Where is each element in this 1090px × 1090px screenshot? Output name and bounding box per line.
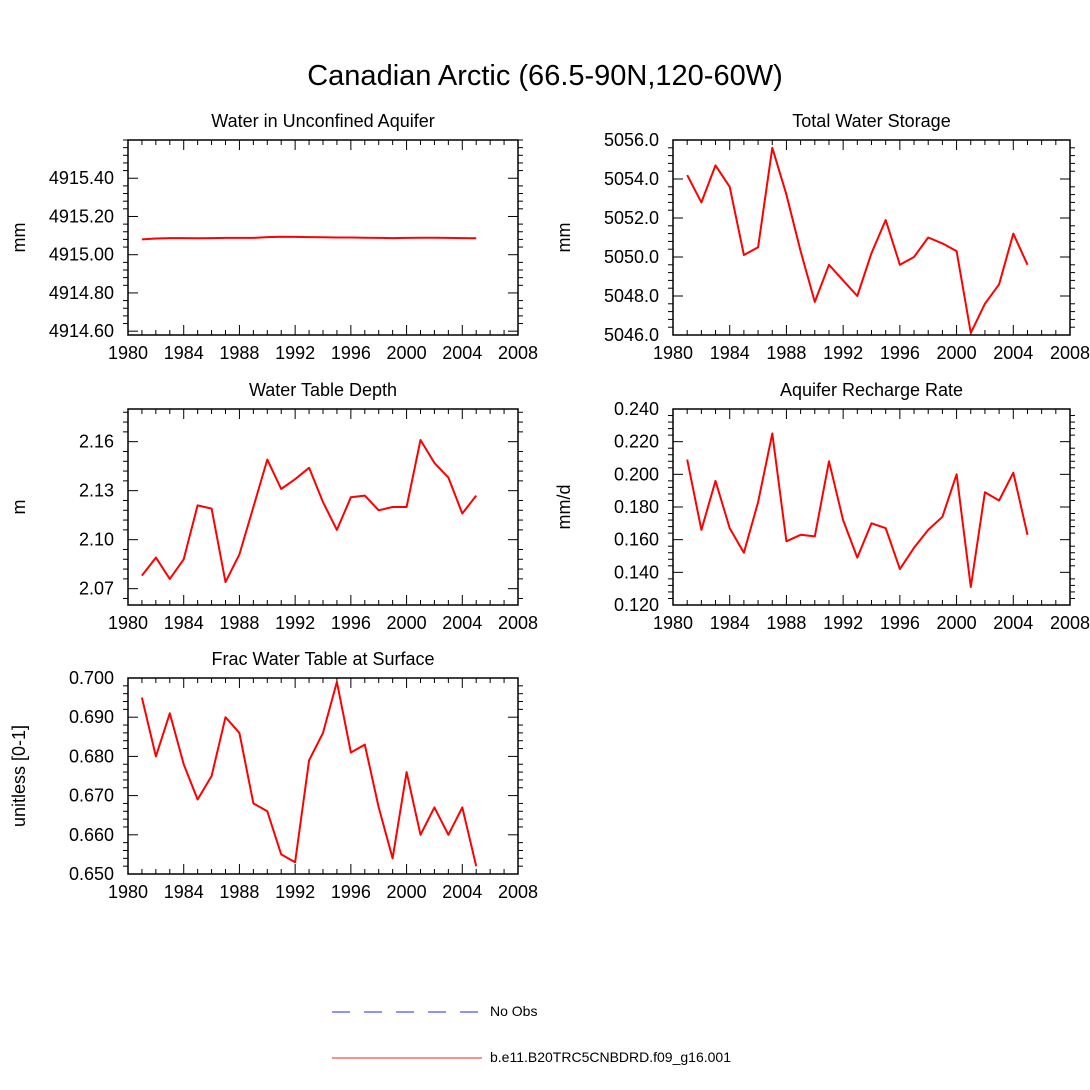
x-tick-label: 2000	[387, 882, 427, 902]
y-tick-label: 2.10	[79, 530, 114, 550]
x-tick-label: 2008	[498, 613, 538, 633]
plot-frame	[127, 677, 519, 875]
series-line	[141, 235, 477, 241]
y-tick-label: 0.120	[614, 595, 659, 615]
x-tick-label: 2004	[993, 613, 1033, 633]
x-tick-label: 1992	[275, 343, 315, 363]
x-tick-label: 1988	[766, 613, 806, 633]
series-line	[141, 439, 477, 584]
y-tick-label: 4915.00	[49, 245, 114, 265]
x-tick-label: 2004	[442, 613, 482, 633]
x-tick-label: 1980	[108, 613, 148, 633]
y-axis-label: mm/d	[554, 485, 574, 530]
y-tick-label: 5056.0	[604, 130, 659, 150]
x-tick-label: 1996	[880, 613, 920, 633]
plot-frame	[672, 139, 1071, 336]
y-tick-label: 5048.0	[604, 286, 659, 306]
x-tick-label: 2008	[1050, 613, 1090, 633]
x-tick-label: 2000	[937, 343, 977, 363]
y-tick-label: 0.220	[614, 432, 659, 452]
x-tick-label: 1988	[219, 882, 259, 902]
y-tick-label: 0.180	[614, 497, 659, 517]
plot-frame	[672, 408, 1071, 606]
y-axis-label: mm	[554, 223, 574, 253]
x-tick-label: 2008	[1050, 343, 1090, 363]
figure-title: Canadian Arctic (66.5-90N,120-60W)	[307, 60, 783, 92]
x-tick-label: 1992	[823, 613, 863, 633]
y-tick-label: 2.07	[79, 579, 114, 599]
x-tick-label: 1984	[710, 343, 750, 363]
x-tick-label: 1992	[275, 613, 315, 633]
legend-label: b.e11.B20TRC5CNBDRD.f09_g16.001	[490, 1049, 731, 1065]
x-tick-label: 1996	[880, 343, 920, 363]
y-tick-label: 5054.0	[604, 169, 659, 189]
y-tick-label: 5050.0	[604, 247, 659, 267]
x-tick-label: 1984	[164, 882, 204, 902]
x-tick-label: 1992	[823, 343, 863, 363]
x-tick-label: 1984	[710, 613, 750, 633]
x-tick-label: 1996	[331, 343, 371, 363]
x-tick-label: 2000	[387, 613, 427, 633]
y-tick-label: 5052.0	[604, 208, 659, 228]
x-tick-label: 1988	[219, 613, 259, 633]
x-tick-label: 2004	[442, 882, 482, 902]
y-tick-label: 0.700	[69, 668, 114, 688]
y-tick-label: 0.660	[69, 825, 114, 845]
y-tick-label: 5046.0	[604, 325, 659, 345]
x-tick-label: 1980	[653, 613, 693, 633]
x-tick-label: 2000	[937, 613, 977, 633]
y-tick-label: 0.690	[69, 707, 114, 727]
x-tick-label: 1980	[653, 343, 693, 363]
series-line	[140, 680, 478, 867]
legend-label: No Obs	[490, 1003, 538, 1019]
x-tick-label: 1992	[275, 882, 315, 902]
y-tick-label: 0.680	[69, 746, 114, 766]
chart-title: Total Water Storage	[792, 111, 950, 131]
x-tick-label: 1988	[766, 343, 806, 363]
y-tick-label: 4914.80	[49, 283, 114, 303]
x-tick-label: 2008	[498, 882, 538, 902]
y-tick-label: 0.160	[614, 530, 659, 550]
y-axis-label: mm	[9, 223, 29, 253]
series-line	[686, 146, 1029, 334]
chart-title: Water Table Depth	[249, 380, 397, 400]
series-line	[686, 432, 1029, 588]
x-tick-label: 2008	[498, 343, 538, 363]
y-tick-label: 4915.40	[49, 168, 114, 188]
y-tick-label: 0.200	[614, 464, 659, 484]
y-tick-label: 0.650	[69, 864, 114, 884]
x-tick-label: 1988	[219, 343, 259, 363]
legend-line-solid	[332, 1057, 482, 1059]
x-tick-label: 1996	[331, 613, 371, 633]
y-tick-label: 2.13	[79, 481, 114, 501]
y-tick-label: 0.140	[614, 562, 659, 582]
x-tick-label: 1984	[164, 343, 204, 363]
y-tick-label: 4914.60	[49, 321, 114, 341]
y-tick-label: 0.670	[69, 786, 114, 806]
chart-title: Water in Unconfined Aquifer	[211, 111, 434, 131]
x-tick-label: 1980	[108, 882, 148, 902]
legend-line-dashed	[332, 1011, 482, 1013]
chart-title: Aquifer Recharge Rate	[780, 380, 963, 400]
x-tick-label: 1980	[108, 343, 148, 363]
y-tick-label: 4915.20	[49, 206, 114, 226]
y-axis-label: unitless [0-1]	[9, 725, 29, 827]
x-tick-label: 1984	[164, 613, 204, 633]
y-tick-label: 0.240	[614, 399, 659, 419]
y-tick-label: 2.16	[79, 432, 114, 452]
x-tick-label: 2004	[442, 343, 482, 363]
x-tick-label: 1996	[331, 882, 371, 902]
chart-title: Frac Water Table at Surface	[211, 649, 434, 669]
y-axis-label: m	[9, 500, 29, 515]
x-tick-label: 2004	[993, 343, 1033, 363]
x-tick-label: 2000	[387, 343, 427, 363]
